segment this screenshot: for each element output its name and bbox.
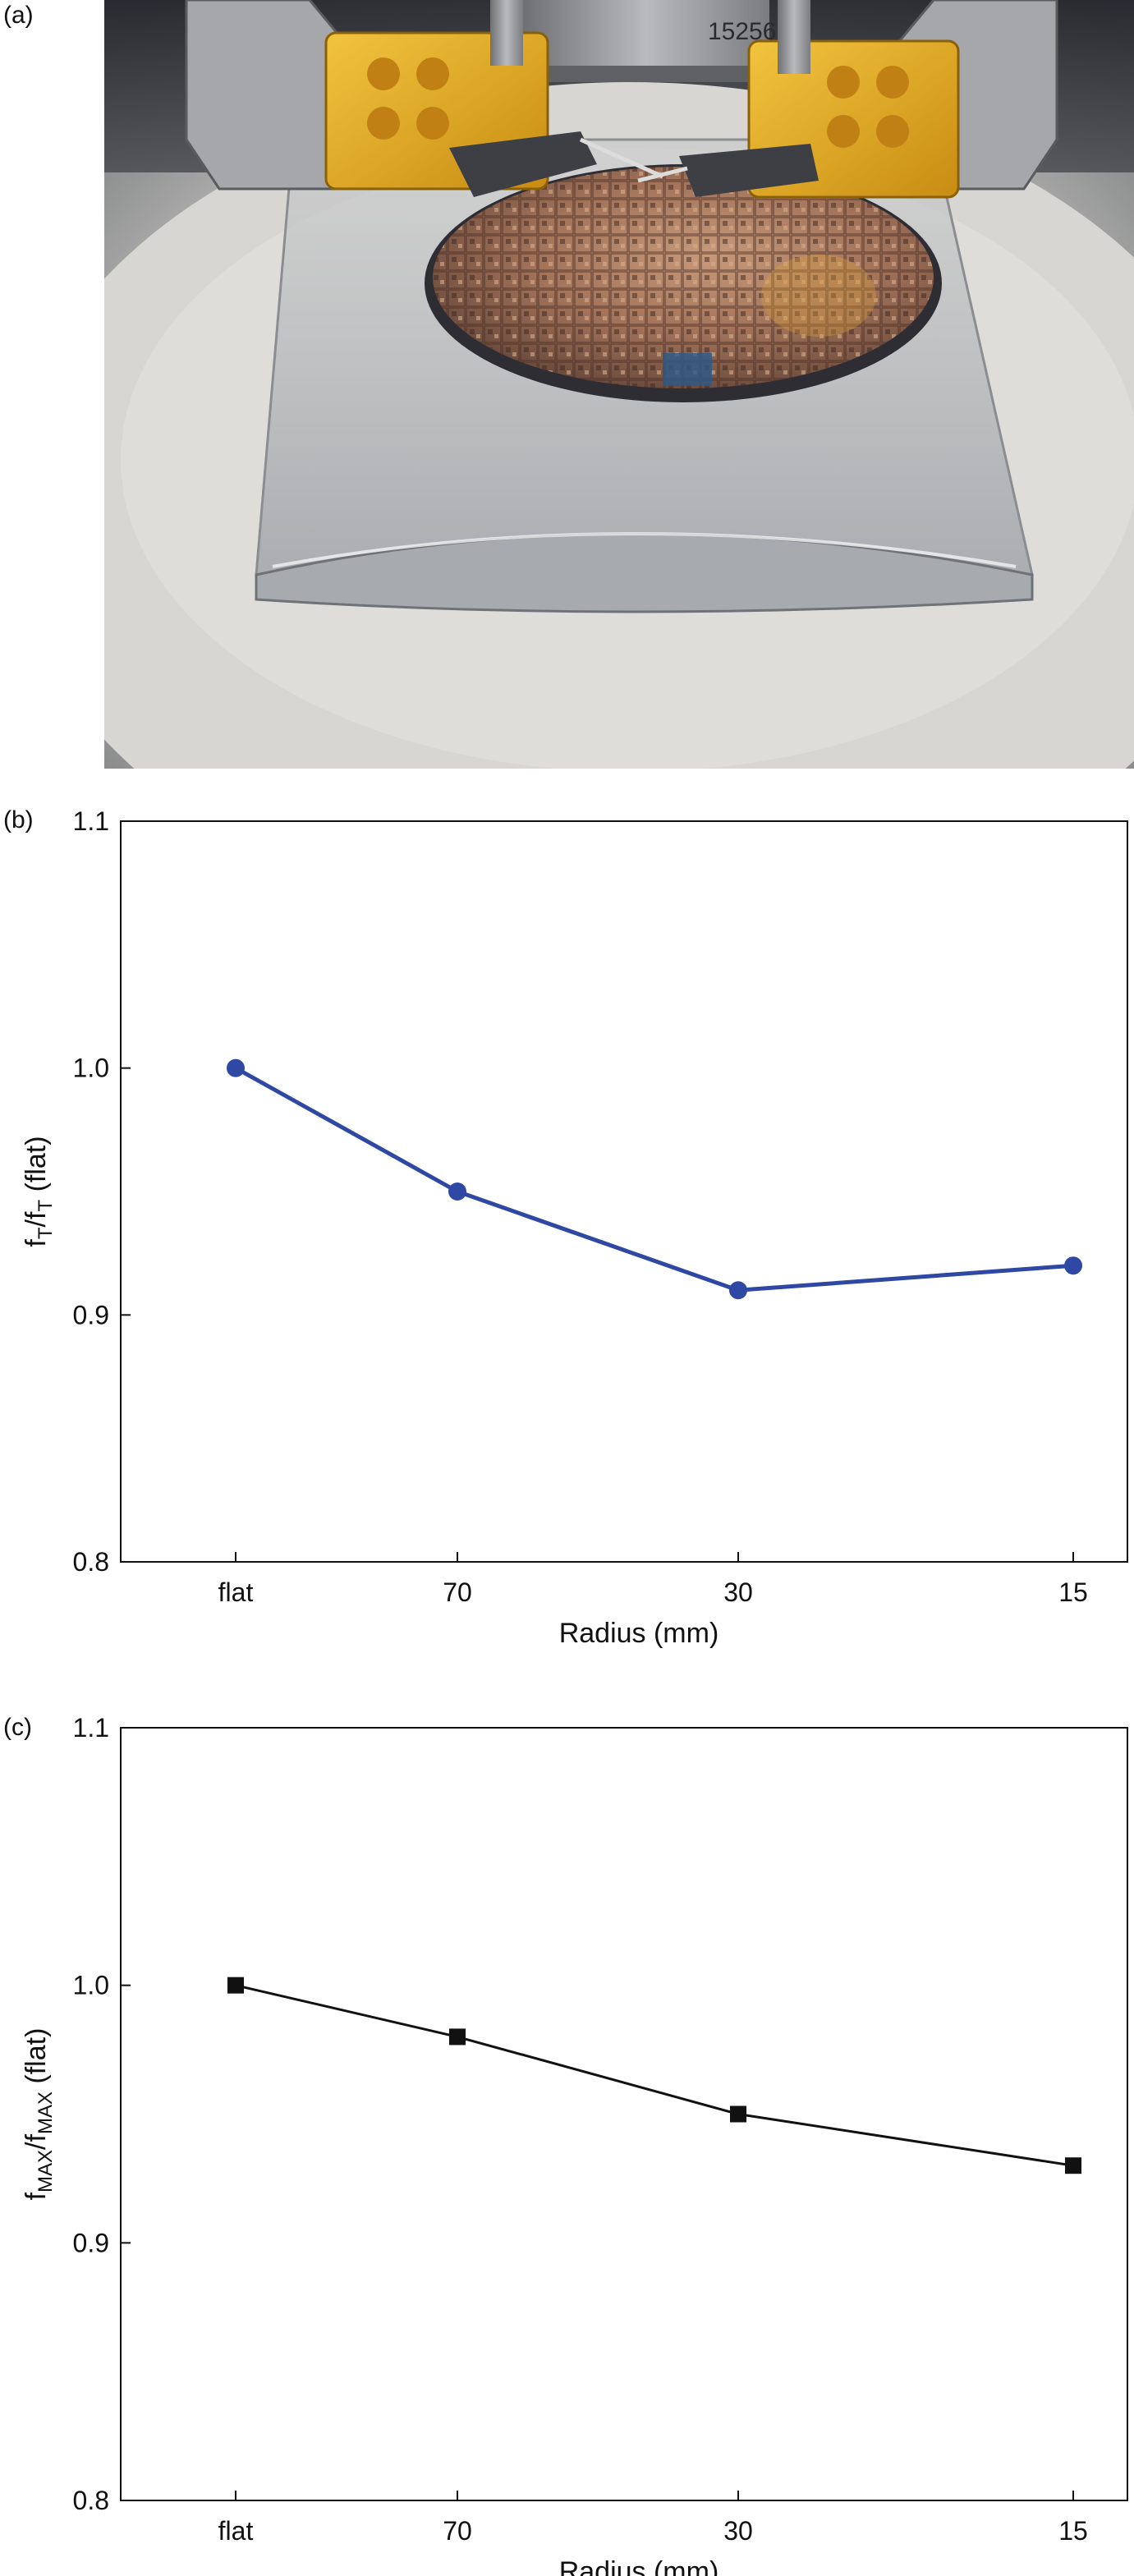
data-point [1064,1256,1082,1275]
y-tick-label: 1.1 [73,1713,109,1743]
series-line [235,1984,1074,2167]
y-tick-label: 0.8 [73,1547,109,1577]
y-axis-label-part: f [21,1239,52,1247]
y-axis-label-part: /f [21,1211,52,1227]
y-tick-label: 1.0 [73,1054,109,1083]
plot-frame [120,1727,1128,2501]
x-tick-label: 15 [1058,2516,1088,2546]
data-point [227,1058,245,1077]
data-point [227,1977,244,1994]
data-point [730,2105,746,2123]
probe-station-wafer-photo: 152562 [104,0,1134,769]
x-axis-label: Radius (mm) [559,1618,719,1649]
data-point [448,1182,466,1201]
y-tick-label: 0.8 [73,2486,109,2515]
y-axis-label-part: (flat) [21,1136,52,1199]
y-tick-label: 1.1 [73,809,109,836]
y-axis-label-part: MAX [34,2150,57,2193]
x-tick-label: 70 [443,1577,472,1607]
panel-label-b: (b) [3,806,34,833]
x-tick-label: 70 [443,2516,472,2546]
y-axis-label-part: /f [21,2134,52,2150]
y-axis-label-part: T [34,1200,57,1212]
y-axis-label-part: MAX [34,2092,57,2134]
y-tick-label: 0.9 [73,1300,109,1329]
y-axis-label: fT/fT (flat) [21,1136,57,1247]
x-tick-label: 30 [723,2516,753,2546]
y-axis-label-part: T [34,1227,57,1239]
panel-label-a: (a) [3,2,34,29]
y-tick-label: 0.9 [73,2228,109,2257]
series-line [234,1066,1074,1293]
x-axis-label: Radius (mm) [559,2556,719,2576]
plot-frame [120,820,1128,1563]
panel-label-c: (c) [3,1714,32,1741]
y-axis-label-part: (flat) [21,2028,52,2092]
x-tick-label: flat [218,1577,254,1607]
y-axis-label: fMAX/fMAX (flat) [21,2028,57,2201]
data-point [729,1281,747,1300]
x-tick-label: 30 [723,1577,753,1607]
data-point [449,2028,466,2046]
y-tick-label: 1.0 [73,1971,109,2000]
x-tick-label: 15 [1058,1577,1088,1607]
x-tick-label: flat [218,2516,254,2546]
y-axis-label-part: f [21,2192,52,2200]
data-point [1065,2157,1081,2174]
